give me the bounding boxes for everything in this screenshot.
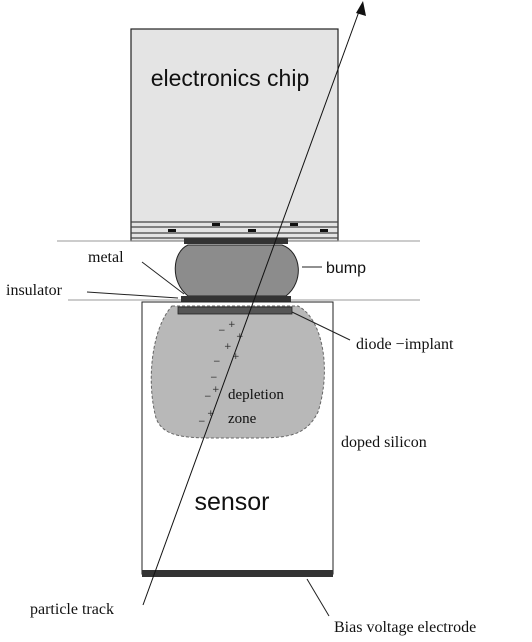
- charge-minus: −: [213, 357, 221, 367]
- doped-silicon-label: doped silicon: [341, 434, 427, 451]
- electronics-chip: electronics chip: [130, 28, 339, 242]
- bias-electrode-leader: [306, 578, 330, 617]
- charge-plus: +: [212, 385, 220, 395]
- leader-lines: [86, 261, 351, 617]
- charge-plus: +: [224, 342, 232, 352]
- depletion-label-line1: depletion: [228, 387, 284, 403]
- particle-track-label: particle track: [30, 601, 114, 618]
- sensor-label: sensor: [194, 488, 269, 516]
- charge-plus: +: [207, 409, 215, 419]
- charge-plus: +: [236, 332, 244, 342]
- depletion-label-line2: zone: [228, 411, 257, 427]
- charge-minus: −: [198, 417, 206, 427]
- charge-minus: −: [218, 326, 226, 336]
- bias-electrode: [142, 570, 333, 577]
- charge-plus: +: [232, 352, 240, 362]
- chip-body: [130, 28, 339, 242]
- particle-track-arrowhead: [356, 1, 366, 16]
- particle-track: [142, 1, 366, 606]
- sensor: sensor depletion zone: [141, 301, 334, 577]
- bump-label: bump: [326, 260, 366, 277]
- charge-minus: −: [210, 373, 218, 383]
- particle-track-line: [142, 5, 362, 606]
- metal-leader: [141, 261, 185, 295]
- chip-metal-layers: [131, 221, 338, 239]
- charge-minus: −: [204, 392, 212, 402]
- charge-carriers: + + + + − − − − + + −: [198, 320, 244, 427]
- diode-implant-label: diode −implant: [356, 336, 454, 353]
- depletion-zone: [150, 305, 325, 439]
- chip-label: electronics chip: [151, 65, 310, 91]
- diode-implant-leader: [291, 311, 351, 341]
- charge-plus: +: [228, 320, 236, 330]
- insulator-leader: [86, 291, 179, 299]
- metal-label: metal: [88, 249, 124, 266]
- diode-implant: [177, 306, 293, 315]
- insulator-label: insulator: [6, 282, 63, 299]
- bias-electrode-label: Bias voltage electrode: [334, 619, 476, 636]
- bump: [174, 244, 299, 297]
- bottom-metal-pad: [181, 296, 291, 302]
- top-metal-pad: [184, 238, 288, 244]
